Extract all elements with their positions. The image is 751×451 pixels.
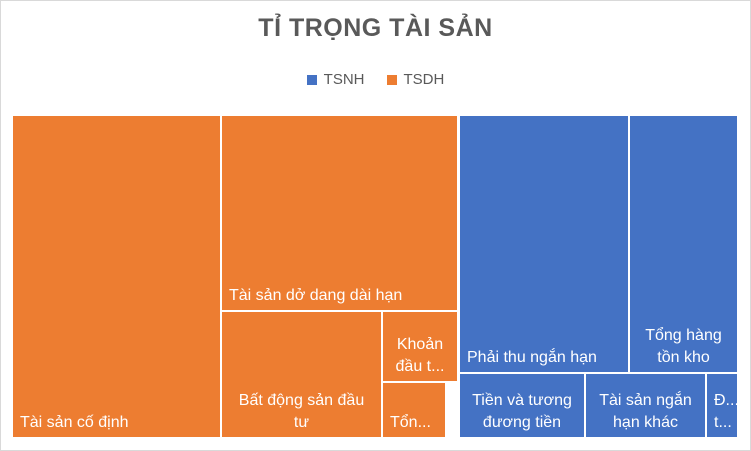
legend-label-tsnh: TSNH: [323, 71, 365, 88]
treemap-cell-tsdh-1: Tài sản dở dang dài hạn: [222, 116, 457, 310]
treemap-label-tsdh-2-1: tư: [294, 414, 309, 431]
treemap-label-tsnh-3-0: Tài sản ngắn: [599, 390, 692, 409]
treemap-label-tsnh-1-0: Tổng hàng: [645, 326, 722, 344]
treemap-rect-tsnh-2: [460, 374, 584, 437]
treemap-cell-tsnh-4: Đ... t...: [707, 374, 739, 437]
legend-swatch-tsnh: [306, 74, 317, 85]
treemap-label-tsnh-4-1: t...: [714, 414, 732, 431]
treemap-label-tsnh-2-1: đương tiền: [483, 414, 561, 431]
treemap-rect-tsnh-0: [460, 116, 628, 372]
treemap-rect-tsnh-4: [707, 374, 737, 437]
treemap-label-tsdh-3-0: Khoản: [397, 336, 443, 353]
treemap-cell-tsdh-4: Tổn...: [383, 383, 445, 437]
treemap-cell-tsnh-3: Tài sản ngắn hạn khác: [586, 374, 705, 437]
treemap-rect-tsdh-3: [383, 312, 457, 381]
treemap-label-tsdh-4-0: Tổn...: [390, 413, 431, 431]
treemap-label-tsnh-2-0: Tiền và tương: [472, 392, 572, 409]
treemap-label-tsdh-0-0: Tài sản cố định: [20, 414, 129, 431]
legend-item-tsdh: TSDH: [386, 71, 445, 88]
legend-swatch-tsdh: [386, 74, 397, 85]
legend-label-tsdh: TSDH: [403, 71, 445, 88]
treemap-cell-tsnh-1: Tổng hàng tồn kho: [630, 116, 737, 372]
treemap-cell-tsnh-2: Tiền và tương đương tiền: [460, 374, 584, 437]
treemap-rect-tsdh-1: [222, 116, 457, 310]
treemap-cell-tsdh-0: Tài sản cố định: [13, 116, 220, 437]
treemap-rect-tsnh-1: [630, 116, 737, 372]
treemap-label-tsdh-2-0: Bất động sản đầu: [239, 392, 364, 409]
treemap-rect-tsdh-0: [13, 116, 220, 437]
chart-legend: TSNH TSDH: [0, 71, 751, 88]
treemap-rect-tsdh-2: [222, 312, 381, 437]
treemap-rect-tsnh-3: [586, 374, 705, 437]
treemap-label-tsdh-1-0: Tài sản dở dang dài hạn: [229, 287, 402, 304]
treemap-cell-tsdh-3: Khoản đầu t...: [383, 312, 457, 381]
treemap-cell-tsnh-0: Phải thu ngắn hạn: [460, 116, 628, 372]
treemap-label-tsnh-3-1: hạn khác: [613, 414, 678, 431]
treemap-label-tsnh-4-0: Đ...: [714, 392, 739, 409]
treemap-label-tsnh-1-1: tồn kho: [657, 349, 710, 366]
treemap-label-tsdh-3-1: đầu t...: [396, 358, 445, 375]
treemap-rect-tsdh-4: [383, 383, 445, 437]
legend-item-tsnh: TSNH: [306, 71, 365, 88]
treemap-cell-tsdh-2: Bất động sản đầu tư: [222, 312, 381, 437]
chart-title: TỈ TRỌNG TÀI SẢN: [258, 14, 493, 42]
treemap-label-tsnh-0-0: Phải thu ngắn hạn: [467, 347, 597, 366]
